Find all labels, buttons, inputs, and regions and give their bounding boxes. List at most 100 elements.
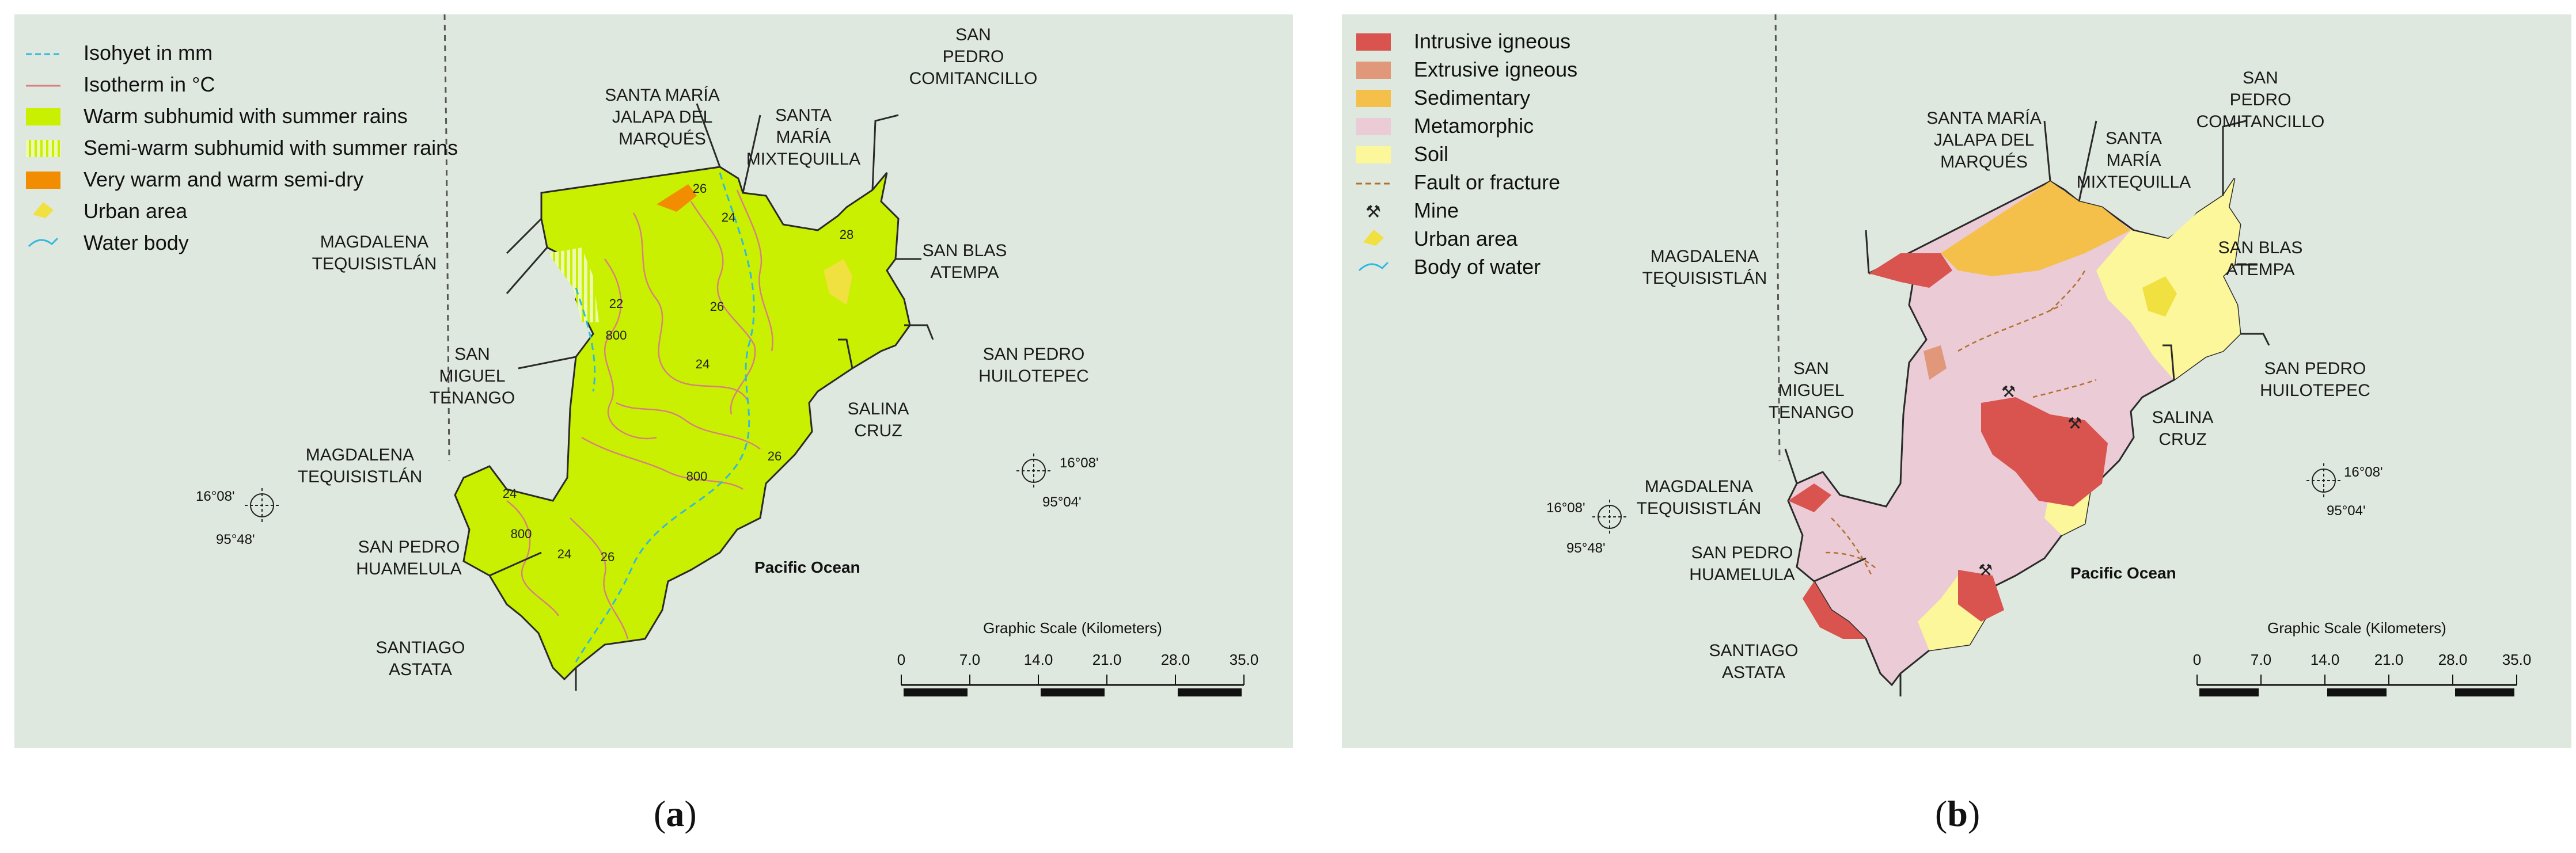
legend-swatch <box>26 140 60 157</box>
place-label: MAGDALENA TEQUISISTLÁN <box>1637 477 1762 518</box>
place-label: SAN PEDRO HUILOTEPEC <box>978 345 1089 386</box>
legend-label: Extrusive igneous <box>1414 58 1577 81</box>
scale-segment <box>1178 688 1242 696</box>
isoline-label: 24 <box>557 547 571 561</box>
urban-icon <box>1363 230 1384 246</box>
place-label: SAN PEDRO HUILOTEPEC <box>2260 359 2370 400</box>
legend-label: Urban area <box>1414 227 1518 250</box>
coord-lat: 16°08' <box>196 489 235 504</box>
legend-b: Intrusive igneous Extrusive igneous Sedime… <box>1356 29 1577 279</box>
extrusive-area <box>1924 345 1947 380</box>
isoline-label: 800 <box>686 469 708 483</box>
legend-item: Semi-warm subhumid with summer rains <box>26 136 458 159</box>
legend-item: Body of water <box>1358 255 1541 279</box>
legend-a: Isohyet in mm Isotherm in °C Warm subhumid… <box>26 41 458 254</box>
legend-item: Fault or fracture <box>1356 170 1560 194</box>
caption-b: (b) <box>1935 793 1980 834</box>
legend-swatch <box>1356 90 1391 107</box>
svg-text:⚒: ⚒ <box>2001 383 2016 401</box>
legend-item: Very warm and warm semi-dry <box>26 167 363 191</box>
scale-tick-label: 28.0 <box>1161 651 1190 668</box>
isoline-label: 22 <box>609 296 623 311</box>
urban-area-salina <box>2142 276 2177 317</box>
place-label: SANTA MARÍA JALAPA DEL MARQUÉS <box>1926 109 2041 172</box>
scale-segment <box>2199 688 2259 696</box>
place-label: SANTA MARÍA MIXTEQUILLA <box>746 106 860 169</box>
legend-item: Extrusive igneous <box>1356 58 1577 81</box>
coordinate-marker-east: 16°08' 95°04' <box>1016 454 1099 510</box>
place-label: MAGDALENA TEQUISISTLÁN <box>312 233 437 273</box>
scale-tick-label: 0 <box>897 651 905 668</box>
fault-lines <box>1825 270 2097 576</box>
place-label: SAN BLAS ATEMPA <box>923 241 1007 282</box>
scale-segment <box>2327 688 2387 696</box>
isoline-label: 28 <box>840 227 853 242</box>
legend-swatch <box>1356 62 1391 79</box>
municipality-area <box>454 166 911 681</box>
legend-item: Water body <box>28 231 189 254</box>
place-label: SAN MIGUEL TENANGO <box>1769 359 1854 422</box>
place-label: SANTIAGO ASTATA <box>375 638 465 679</box>
legend-item: Intrusive igneous <box>1356 29 1570 53</box>
place-labels-a: SAN PEDRO COMITANCILLO SANTA MARÍA JALAPA DE… <box>298 25 1089 679</box>
semi-warm-area <box>548 247 599 322</box>
svg-text:⚒: ⚒ <box>1978 561 1993 579</box>
mine-icon: ⚒ <box>1365 203 1381 222</box>
legend-item: Urban area <box>33 199 188 223</box>
isoline-label: 800 <box>606 328 627 342</box>
scale-tick-label: 14.0 <box>2311 651 2340 668</box>
place-label: SANTIAGO ASTATA <box>1709 641 1798 682</box>
graphic-scale-a: Graphic Scale (Kilometers) 0 7.0 14.0 21.0 28… <box>897 619 1258 696</box>
panel-a: Isohyet in mm Isotherm in °C Warm subhumid… <box>14 14 1293 748</box>
legend-label: Fault or fracture <box>1414 170 1560 194</box>
place-label: SAN PEDRO HUAMELULA <box>356 538 461 578</box>
legend-label: Soil <box>1414 142 1448 166</box>
graphic-scale-b: Graphic Scale (Kilometers) 0 7.0 14.0 21.0 28… <box>2193 619 2531 696</box>
legend-item: Urban area <box>1363 227 1518 250</box>
place-label: SAN MIGUEL TENANGO <box>430 345 515 408</box>
coord-lon: 95°04' <box>1042 494 1082 510</box>
sedimentary-area <box>1941 181 2131 276</box>
place-label: SALINA CRUZ <box>2152 408 2214 449</box>
legend-item: Soil <box>1356 142 1448 166</box>
semi-dry-area <box>657 184 697 212</box>
legend-swatch <box>26 108 60 125</box>
soil-area <box>2096 178 2240 380</box>
legend-swatch <box>1356 33 1391 51</box>
place-label: SANTA MARÍA JALAPA DEL MARQUÉS <box>605 86 719 148</box>
isoline-label: 800 <box>511 527 532 541</box>
legend-item: Warm subhumid with summer rains <box>26 104 408 128</box>
panel-b: ⚒ ⚒ ⚒ Intrusive igneous Extrusive igneous… <box>1342 14 2571 748</box>
neighbor-boundaries <box>489 103 934 691</box>
scale-tick-label: 0 <box>2193 651 2201 668</box>
legend-label: Water body <box>84 231 189 254</box>
legend-item: Isohyet in mm <box>26 41 213 64</box>
mine-icons: ⚒ ⚒ ⚒ <box>1978 383 2082 579</box>
scale-tick-label: 7.0 <box>2251 651 2271 668</box>
place-label: MAGDALENA TEQUISISTLÁN <box>1642 247 1767 288</box>
legend-label: Warm subhumid with summer rains <box>84 104 408 128</box>
ocean-label: Pacific Ocean <box>2070 564 2176 582</box>
isoline-labels-a: 26 24 28 22 26 800 24 26 800 24 800 24 26 <box>503 181 853 564</box>
ocean-label: Pacific Ocean <box>754 558 860 576</box>
coord-lat: 16°08' <box>1546 500 1585 516</box>
isoline-label: 26 <box>601 550 614 564</box>
legend-swatch <box>1356 146 1391 163</box>
legend-label: Metamorphic <box>1414 114 1534 138</box>
isoline-label: 24 <box>722 210 735 224</box>
isoline-label: 26 <box>693 181 707 196</box>
legend-item: Metamorphic <box>1356 114 1534 138</box>
place-label: SAN PEDRO HUAMELULA <box>1689 543 1795 584</box>
place-label: SAN PEDRO COMITANCILLO <box>909 25 1038 88</box>
neighbor-boundaries <box>1784 120 2270 696</box>
coord-lon: 95°48' <box>216 532 255 547</box>
place-label: SAN PEDRO COMITANCILLO <box>2196 68 2325 131</box>
scale-tick-label: 21.0 <box>2374 651 2404 668</box>
place-label: SALINA CRUZ <box>848 399 909 440</box>
caption-a: (a) <box>654 793 697 834</box>
legend-item: Isotherm in °C <box>26 73 215 96</box>
water-icon <box>28 237 59 247</box>
coordinate-marker-west: 16°08' 95°48' <box>1546 500 1627 556</box>
legend-item: Sedimentary <box>1356 86 1530 109</box>
